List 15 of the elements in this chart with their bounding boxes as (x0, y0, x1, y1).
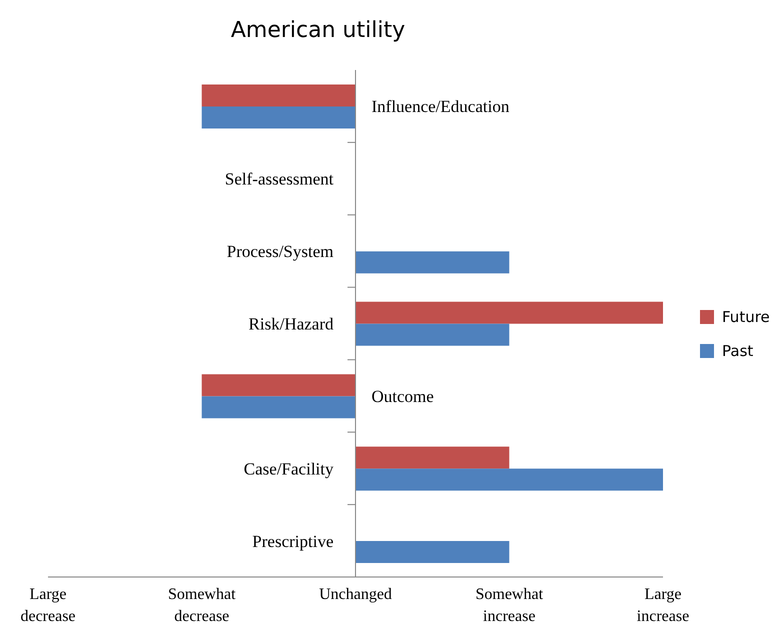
text: Large increase (636, 586, 690, 625)
y-tick-label: Process/System (226, 242, 334, 262)
y-tick-label: Influence/Education (372, 97, 510, 116)
y-tick-label: Self-assessment (224, 170, 334, 189)
y-tick-label: Case/Facility (244, 459, 334, 478)
y-tick-label: Outcome (372, 386, 434, 406)
text: Large decrease (20, 586, 76, 625)
chart-title: American utility (230, 18, 406, 43)
text: Somewhat decrease (168, 586, 236, 625)
y-tick-label: Risk/Hazard (248, 314, 334, 334)
text: Unchanged (319, 586, 392, 603)
legend-label: Past (722, 342, 754, 360)
y-tick-label: Prescriptive (252, 532, 334, 551)
legend-label: Future (722, 308, 770, 326)
text: Somewhat increase (475, 586, 544, 625)
